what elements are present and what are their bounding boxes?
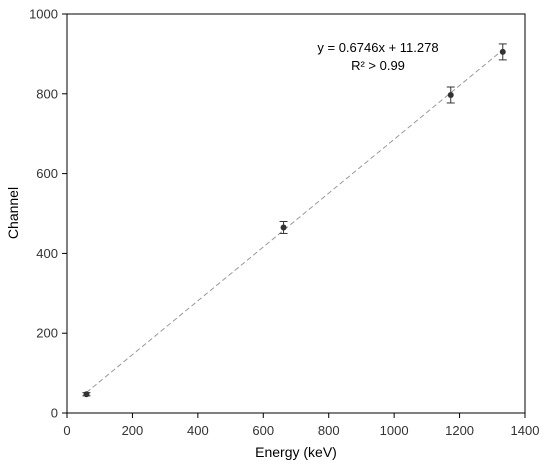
x-tick-label: 800 xyxy=(318,423,340,438)
data-point xyxy=(447,91,454,98)
y-tick-label: 200 xyxy=(36,326,58,341)
x-tick-label: 1400 xyxy=(511,423,540,438)
x-tick-label: 600 xyxy=(252,423,274,438)
y-axis: 0 200 400 600 800 1000 xyxy=(29,7,67,421)
x-tick-label: 200 xyxy=(122,423,144,438)
data-point xyxy=(280,224,287,231)
r-squared-label: R² > 0.99 xyxy=(351,58,405,73)
trendline xyxy=(86,49,504,393)
data-point xyxy=(499,48,506,55)
y-axis-title: Channel xyxy=(5,187,21,239)
y-tick-label: 400 xyxy=(36,246,58,261)
data-point xyxy=(83,391,90,398)
x-tick-label: 0 xyxy=(63,423,70,438)
y-tick-label: 600 xyxy=(36,166,58,181)
plot-frame xyxy=(66,13,526,414)
data-points xyxy=(82,43,507,398)
x-tick-label: 1200 xyxy=(445,423,474,438)
equation-label: y = 0.6746x + 11.278 xyxy=(317,40,438,55)
x-tick-label: 400 xyxy=(187,423,209,438)
x-tick-label: 1000 xyxy=(380,423,409,438)
x-axis: 0 200 400 600 800 1000 1200 1400 xyxy=(63,413,539,438)
y-tick-label: 0 xyxy=(51,406,58,421)
x-axis-title: Energy (keV) xyxy=(255,444,337,460)
y-tick-label: 800 xyxy=(36,86,58,101)
y-tick-label: 1000 xyxy=(29,7,58,22)
